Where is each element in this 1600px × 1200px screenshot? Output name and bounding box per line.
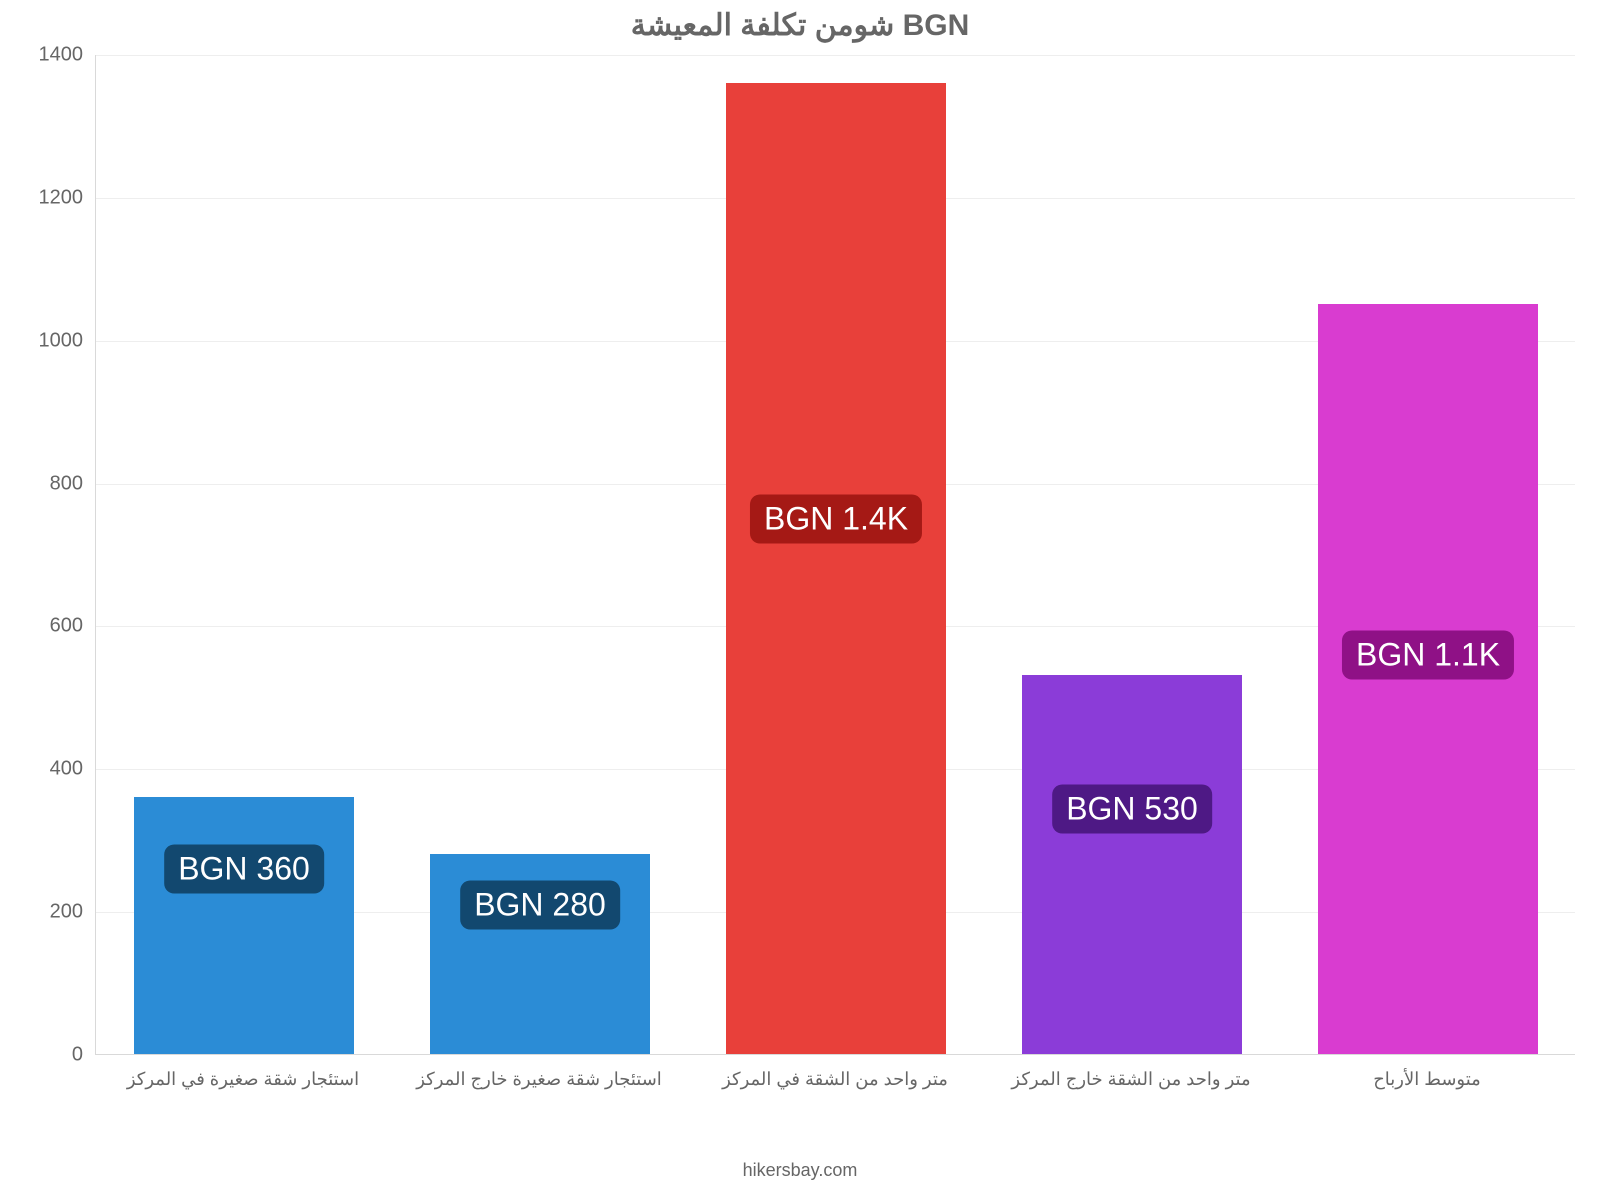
y-tick-label: 0 [0,1044,83,1067]
chart-container: شومن تكلفة المعيشة BGN BGN 360BGN 280BGN… [0,0,1600,1200]
bar [1022,675,1241,1054]
footer-credit: hikersbay.com [0,1160,1600,1181]
bar-data-label: BGN 280 [460,881,620,930]
x-tick-label: متر واحد من الشقة في المركز [722,1069,948,1090]
plot-area: BGN 360 BGN 280 BGN 1.4K BGN 530 BGN 1.1K [95,55,1575,1055]
chart-title: شومن تكلفة المعيشة BGN [0,8,1600,43]
y-tick-label: 1000 [0,329,83,352]
y-tick-label: 1400 [0,44,83,67]
bar-data-label: BGN 360 [164,845,324,894]
bar [134,797,353,1054]
y-tick-label: 400 [0,758,83,781]
x-tick-label: استئجار شقة صغيرة خارج المركز [416,1069,662,1090]
gridline [96,55,1575,56]
y-tick-label: 600 [0,615,83,638]
y-tick-label: 1200 [0,186,83,209]
bar-data-label: BGN 1.1K [1342,631,1514,680]
bar [726,83,945,1054]
x-tick-label: متر واحد من الشقة خارج المركز [1011,1069,1250,1090]
bar-data-label: BGN 1.4K [750,495,922,544]
y-tick-label: 800 [0,472,83,495]
y-tick-label: 200 [0,901,83,924]
x-tick-label: متوسط الأرباح [1373,1069,1481,1090]
bar-data-label: BGN 530 [1052,784,1212,833]
x-tick-label: استئجار شقة صغيرة في المركز [127,1069,359,1090]
